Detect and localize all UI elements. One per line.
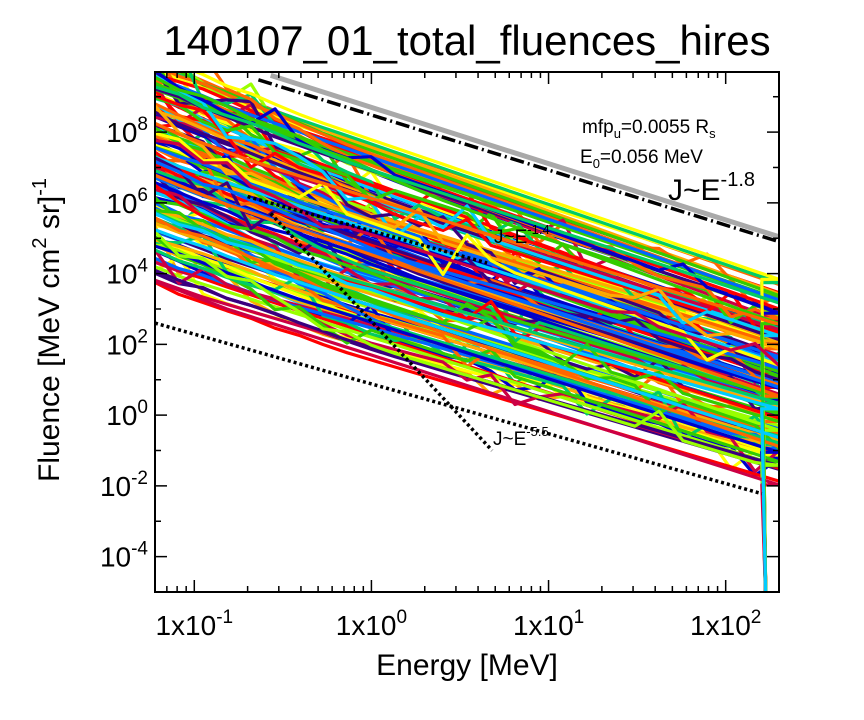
ylabel-sup1: 2	[29, 237, 51, 248]
pl-main-exp: -1.8	[721, 169, 755, 191]
annotation-power-law-steep: J~E-5.5	[493, 424, 549, 450]
annotation-power-law-soft: J~E-1.4	[494, 222, 550, 248]
series-line	[155, 228, 779, 440]
series-line	[155, 230, 779, 592]
plot-frame	[154, 71, 780, 593]
ylabel-base: Fluence [MeV cm	[33, 249, 66, 482]
axis-ticks: 1x10-1 1x100 1x101 1x102 10-4 10-2 100 102 104 10…	[100, 72, 780, 641]
annotation-e0: E0=0.056 MeV	[580, 147, 703, 171]
series-line	[155, 131, 779, 367]
series-line	[155, 104, 779, 350]
ylabel-sup2: -1	[29, 178, 51, 196]
mfp-mid: =0.0055 R	[621, 117, 709, 138]
pl-steep-base: J~E	[493, 429, 526, 450]
pl-soft-exp: -1.4	[527, 222, 549, 237]
mfp-sub2: s	[709, 126, 716, 141]
series-line	[155, 160, 779, 389]
series-line	[155, 216, 779, 448]
svg-text:E0=0.056 MeV: E0=0.056 MeV	[580, 147, 703, 171]
series-line	[155, 249, 779, 592]
series-line	[155, 211, 779, 592]
reference-line-0	[257, 78, 779, 244]
series-line	[155, 244, 779, 592]
series-layer	[155, 72, 779, 592]
mfp-base: mfp	[582, 117, 614, 138]
pl-steep-exp: -5.5	[526, 424, 548, 439]
series-line	[192, 72, 779, 592]
chart-title: 140107_01_total_fluences_hires	[163, 17, 770, 64]
series-line	[155, 199, 779, 592]
x-tick-label: 1x101	[513, 607, 584, 641]
series-line	[155, 87, 779, 315]
mfp-sub: u	[614, 126, 621, 141]
reference-line-1	[269, 73, 779, 240]
y-tick-label: 106	[106, 185, 148, 219]
svg-text:mfpu=0.0055 Rs: mfpu=0.0055 Rs	[582, 117, 716, 141]
svg-text:J~E-1.4: J~E-1.4	[494, 222, 550, 248]
pl-soft-base: J~E	[494, 227, 527, 248]
pl-main-base: J~E	[668, 174, 721, 207]
y-axis-label: Fluence [MeV cm2 sr]-1	[29, 178, 66, 482]
series-line	[155, 85, 779, 305]
series-line	[155, 138, 779, 367]
y-tick-label: 102	[106, 326, 148, 360]
reference-line-4	[269, 212, 494, 452]
y-tick-label: 104	[106, 256, 148, 290]
x-tick-label: 1x102	[690, 607, 761, 641]
series-line	[155, 146, 779, 359]
svg-text:J~E-5.5: J~E-5.5	[493, 424, 549, 450]
series-line	[155, 209, 779, 424]
series-line	[155, 121, 779, 326]
y-tick-label: 100	[106, 397, 148, 431]
ylabel-mid: sr]	[33, 196, 66, 238]
y-tick-label: 10-4	[100, 539, 148, 573]
y-tick-label: 10-2	[100, 468, 148, 502]
series-line	[155, 74, 779, 592]
annotation-power-law-main: J~E-1.8	[668, 169, 755, 207]
e0-base: E	[580, 147, 593, 168]
reference-lines	[155, 73, 779, 496]
e0-sub: 0	[593, 156, 600, 171]
series-line	[155, 181, 779, 390]
x-tick-label: 1x100	[336, 607, 407, 641]
series-line	[155, 156, 779, 382]
x-axis-label: Energy [MeV]	[376, 649, 558, 682]
series-line	[155, 173, 779, 592]
svg-text:J~E-1.8: J~E-1.8	[668, 169, 755, 207]
series-line	[155, 209, 779, 592]
annotation-mfp: mfpu=0.0055 Rs	[582, 117, 716, 141]
x-tick-label: 1x10-1	[155, 607, 233, 641]
e0-mid: =0.056 MeV	[600, 147, 703, 168]
y-tick-label: 108	[106, 114, 148, 148]
series-line	[155, 279, 779, 592]
series-line	[155, 75, 779, 592]
